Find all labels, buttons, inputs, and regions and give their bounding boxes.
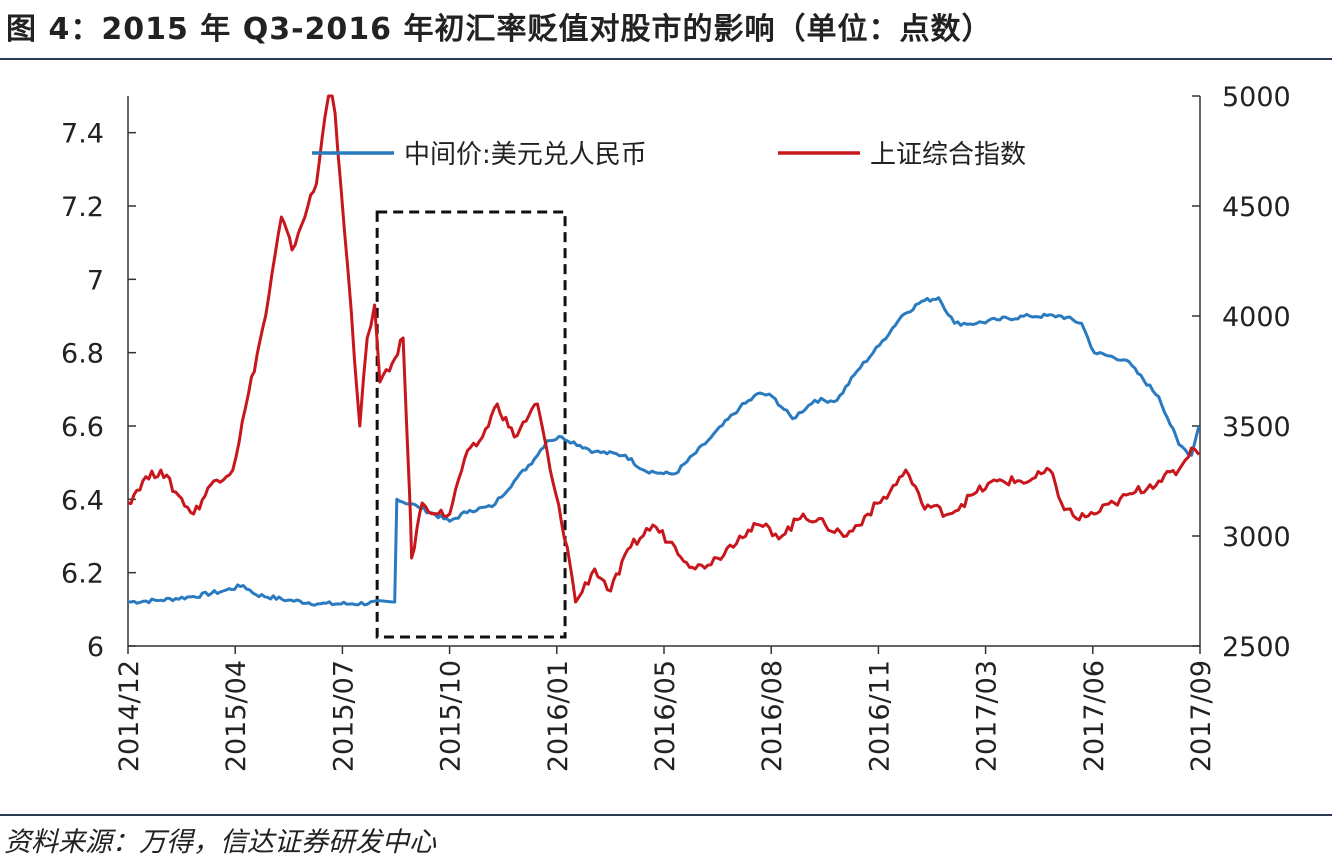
left-tick-label: 7.2 <box>61 192 104 223</box>
left-tick-label: 7.4 <box>61 119 104 150</box>
x-tick-label: 2016/05 <box>650 660 681 772</box>
x-tick-label: 2016/08 <box>757 660 788 772</box>
right-tick-label: 5000 <box>1222 82 1291 113</box>
left-tick-label: 6.6 <box>61 412 104 443</box>
left-tick-label: 6.4 <box>61 485 104 516</box>
left-tick-label: 6.2 <box>61 559 104 590</box>
x-tick-label: 2014/12 <box>114 660 145 772</box>
x-tick-label: 2017/03 <box>972 660 1003 772</box>
x-tick-label: 2015/10 <box>436 660 467 772</box>
x-tick-label: 2017/09 <box>1186 660 1217 772</box>
x-tick-label: 2017/06 <box>1079 660 1110 772</box>
legend-label: 上证综合指数 <box>870 140 1026 170</box>
title-bar: 图 4：2015 年 Q3-2016 年初汇率贬值对股市的影响（单位：点数） <box>0 0 1332 58</box>
chart-svg: 6 6.2 6.4 6.6 6.8 7 7.2 7.4 2500 3000 3500 4000 4500… <box>61 82 1291 772</box>
usdcny-line <box>127 296 1201 607</box>
x-tick-label: 2015/07 <box>328 660 359 772</box>
right-tick-label: 4000 <box>1222 302 1291 333</box>
right-tick-label: 2500 <box>1222 632 1291 663</box>
highlight-box <box>375 210 567 639</box>
legend-label: 中间价:美元兑人民币 <box>404 140 647 170</box>
right-tick-label: 4500 <box>1222 192 1291 223</box>
legend: 中间价:美元兑人民币 上证综合指数 <box>312 140 1026 170</box>
title-divider <box>0 58 1332 60</box>
x-tick-label: 2016/01 <box>543 660 574 772</box>
sse-index-line <box>127 94 1201 604</box>
axes-layer: 6 6.2 6.4 6.6 6.8 7 7.2 7.4 2500 3000 3500 4000 4500… <box>61 82 1291 772</box>
right-tick-label: 3500 <box>1222 412 1291 443</box>
left-tick-label: 6 <box>87 632 104 663</box>
x-tick-label: 2016/11 <box>864 660 895 772</box>
page-title: 图 4：2015 年 Q3-2016 年初汇率贬值对股市的影响（单位：点数） <box>6 12 993 47</box>
footer-divider <box>0 814 1332 816</box>
source-note: 资料来源：万得，信达证券研发中心 <box>4 827 436 858</box>
left-tick-label: 6.8 <box>61 339 104 370</box>
left-tick-label: 7 <box>87 265 104 296</box>
highlight-box-layer <box>375 210 567 639</box>
right-tick-label: 3000 <box>1222 522 1291 553</box>
series-layer <box>127 94 1201 607</box>
x-tick-label: 2015/04 <box>221 660 252 772</box>
